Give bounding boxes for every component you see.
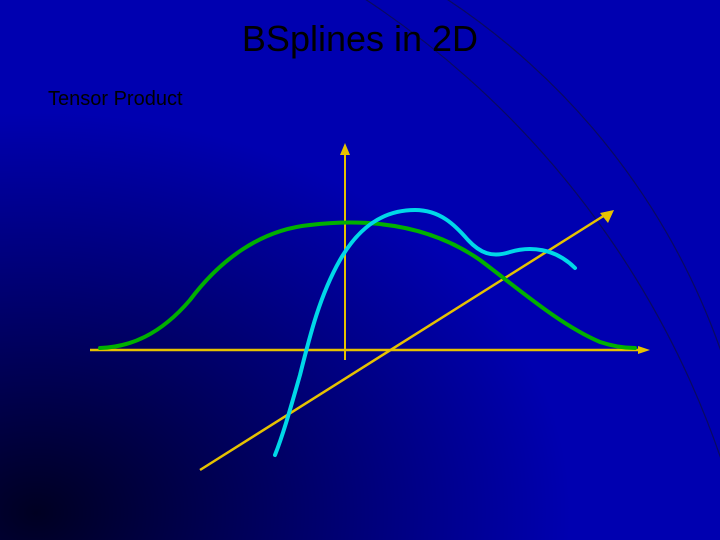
cyan-bspline-curve xyxy=(275,210,575,455)
plot-area xyxy=(0,0,720,540)
x-axis-arrow xyxy=(638,346,650,354)
y-axis-arrow xyxy=(340,143,350,155)
page-title: BSplines in 2D xyxy=(0,18,720,60)
oblique-axis xyxy=(200,215,605,470)
subtitle-text: Tensor Product xyxy=(48,88,183,110)
green-bspline-curve xyxy=(100,223,635,348)
subtitle: Tensor Product xyxy=(48,88,183,111)
title-text: BSplines in 2D xyxy=(242,18,478,59)
slide-root: BSplines in 2D Tensor Product xyxy=(0,0,720,540)
